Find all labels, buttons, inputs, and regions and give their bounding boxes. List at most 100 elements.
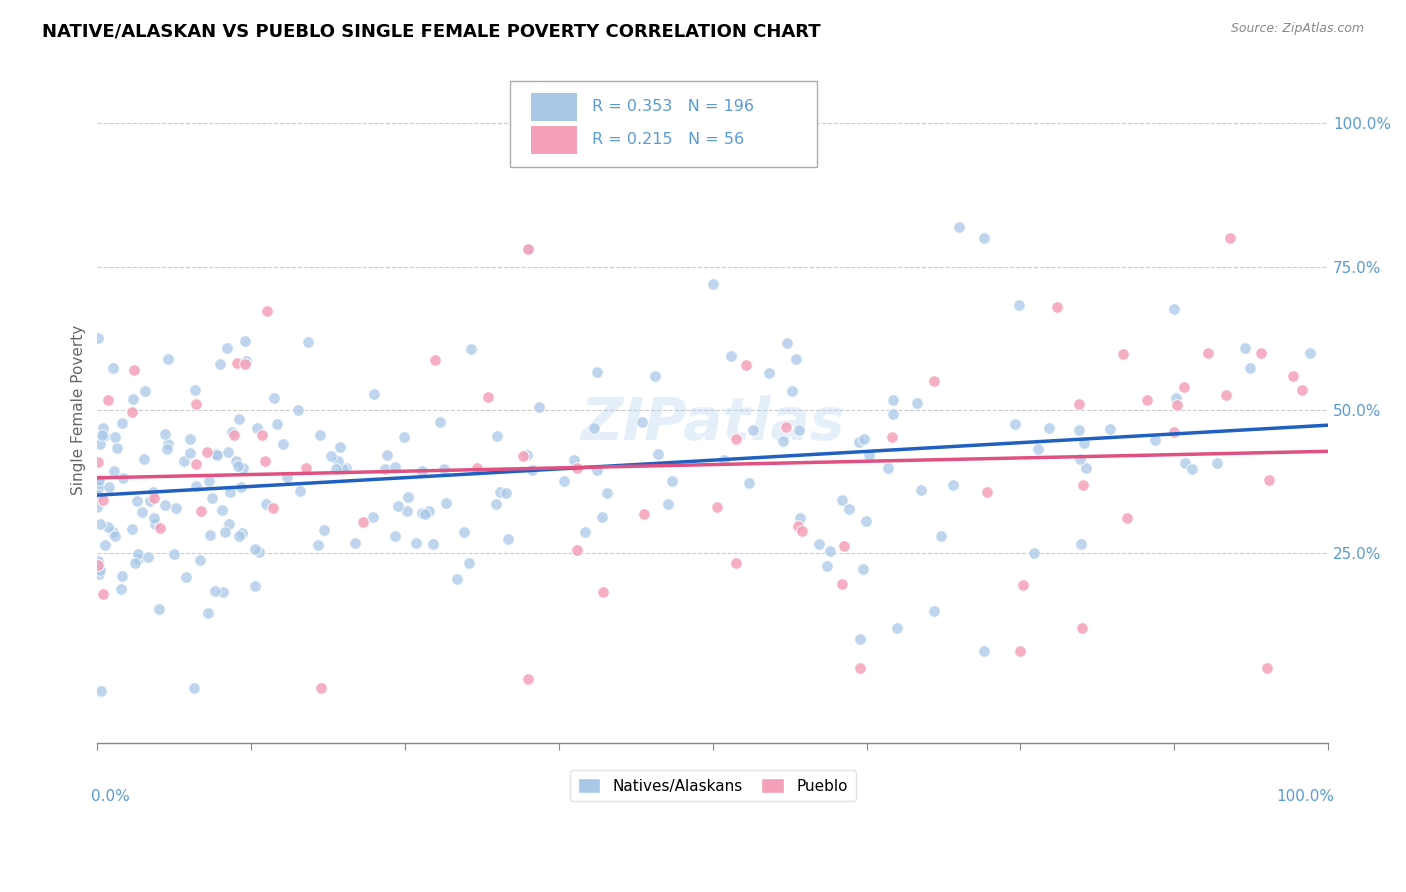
Point [186, 479, 208, 493]
Point [157, 351, 180, 366]
Point [250, 428, 273, 442]
Point [197, 606, 219, 620]
Point [205, 447, 228, 461]
Point [225, 453, 247, 467]
Point [183, 681, 205, 695]
Point [905, 396, 928, 410]
Point [326, 454, 349, 468]
Point [153, 427, 176, 442]
Point [312, 524, 335, 538]
Point [1010, 644, 1032, 658]
Point [226, 356, 249, 370]
Point [1026, 442, 1049, 456]
Point [922, 604, 945, 618]
Point [786, 519, 808, 533]
Point [1257, 473, 1279, 487]
Point [929, 529, 952, 543]
Point [87, 554, 110, 568]
Point [418, 504, 440, 518]
Point [104, 430, 127, 444]
Point [775, 420, 797, 434]
Point [321, 449, 343, 463]
Point [98, 480, 121, 494]
Point [458, 557, 481, 571]
Point [148, 601, 170, 615]
Point [855, 514, 877, 528]
Point [201, 491, 224, 506]
Point [205, 448, 228, 462]
Point [143, 491, 166, 505]
Point [644, 368, 666, 383]
Point [1116, 510, 1139, 524]
Point [517, 673, 540, 687]
Point [89, 567, 111, 582]
Point [633, 508, 655, 522]
Point [973, 644, 995, 658]
Text: NATIVE/ALASKAN VS PUEBLO SINGLE FEMALE POVERTY CORRELATION CHART: NATIVE/ALASKAN VS PUEBLO SINGLE FEMALE P… [42, 22, 821, 40]
Point [1071, 621, 1094, 635]
Point [738, 475, 761, 490]
Point [724, 432, 747, 446]
Point [87, 331, 110, 345]
Point [661, 474, 683, 488]
Point [231, 525, 253, 540]
Point [226, 458, 249, 473]
Point [429, 415, 451, 429]
Point [243, 579, 266, 593]
Point [263, 391, 285, 405]
Point [89, 473, 111, 487]
Point [1098, 422, 1121, 436]
Point [111, 569, 134, 583]
Point [91, 421, 114, 435]
Point [343, 536, 366, 550]
Point [465, 461, 488, 475]
Point [1070, 536, 1092, 550]
Point [352, 515, 374, 529]
Point [1008, 298, 1031, 312]
Point [204, 583, 226, 598]
Point [384, 529, 406, 543]
Point [789, 510, 811, 524]
Text: 100.0%: 100.0% [1277, 789, 1334, 804]
Point [849, 632, 872, 647]
Point [184, 397, 207, 411]
Point [214, 525, 236, 540]
Point [1163, 425, 1185, 439]
Point [922, 375, 945, 389]
Point [295, 460, 318, 475]
Point [112, 471, 135, 485]
Point [211, 584, 233, 599]
Point [266, 417, 288, 432]
Point [165, 501, 187, 516]
Point [1291, 383, 1313, 397]
Point [517, 243, 540, 257]
Text: Source: ZipAtlas.com: Source: ZipAtlas.com [1230, 22, 1364, 36]
FancyBboxPatch shape [509, 81, 817, 167]
Point [1215, 388, 1237, 402]
Point [179, 446, 201, 460]
Point [486, 429, 509, 443]
Point [495, 485, 517, 500]
Point [222, 428, 245, 442]
Point [228, 412, 250, 426]
Point [831, 576, 853, 591]
Point [392, 430, 415, 444]
Point [1166, 398, 1188, 412]
Point [363, 387, 385, 401]
Point [254, 497, 277, 511]
Point [787, 423, 810, 437]
Point [477, 390, 499, 404]
Point [886, 621, 908, 635]
Y-axis label: Single Female Poverty: Single Female Poverty [72, 325, 86, 495]
Point [101, 360, 124, 375]
Point [217, 341, 239, 355]
Point [195, 445, 218, 459]
Point [831, 493, 853, 508]
Point [585, 365, 607, 379]
Point [411, 465, 433, 479]
Point [232, 461, 254, 475]
Point [785, 352, 807, 367]
Point [1173, 456, 1195, 470]
Point [131, 505, 153, 519]
Point [87, 475, 110, 490]
